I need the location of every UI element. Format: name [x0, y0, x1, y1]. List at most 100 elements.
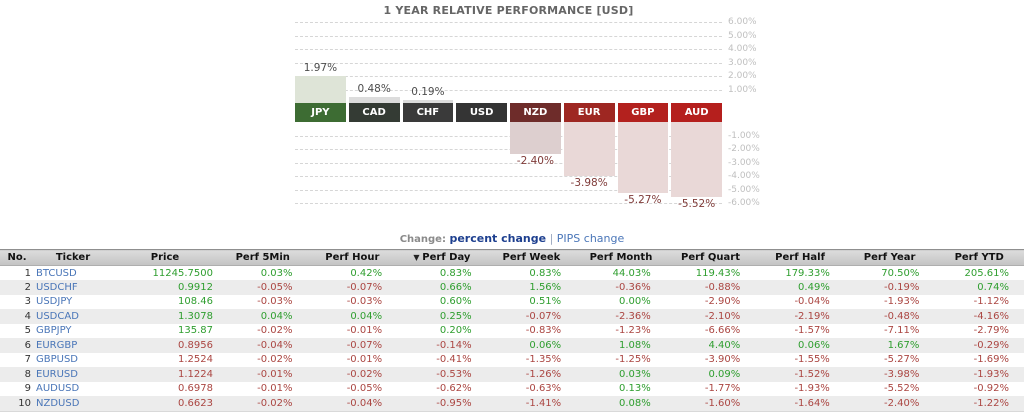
table-row-GBPUSD[interactable]: 7 GBPUSD 1.2524 -0.02% -0.01% -0.41% -1.35% -1.… [0, 352, 1024, 367]
perf-cell: 0.03% [618, 368, 651, 380]
table-row-GBPJPY[interactable]: 5 GBPJPY 135.87 -0.02% -0.01% 0.20% -0.83% -1.2… [0, 323, 1024, 338]
ticker-cell: EURGBP [34, 338, 112, 353]
price-cell: 108.46 [178, 296, 213, 308]
ticker-link[interactable]: USDCAD [36, 310, 79, 322]
perf-cell: 0.60% [439, 296, 472, 308]
perf-bar-CHF [402, 100, 454, 103]
row-number: 3 [24, 296, 31, 308]
table-row-NZDUSD[interactable]: 10 NZDUSD 0.6623 -0.02% -0.04% -0.95% -1.41% 0.… [0, 396, 1024, 411]
currency-band-GBP: GBP [617, 103, 669, 122]
change-option-percent[interactable]: percent change [449, 232, 547, 245]
row-number: 4 [24, 310, 31, 322]
y-axis-tick: -1.00% [728, 130, 760, 141]
gridline [295, 22, 722, 23]
ticker-link[interactable]: EURGBP [36, 339, 78, 351]
perf-cell: 0.04% [350, 310, 383, 322]
column-header-ticker[interactable]: Ticker [34, 249, 112, 266]
perf-cell: 0.20% [439, 325, 472, 337]
column-header-perf-month[interactable]: Perf Month [576, 249, 666, 266]
column-header-perf-year[interactable]: Perf Year [844, 249, 935, 266]
table-body: 1 BTCUSD 11245.7500 0.03% 0.42% 0.83% 0.83% 44.… [0, 265, 1024, 411]
ticker-link[interactable]: GBPUSD [36, 354, 79, 366]
ticker-link[interactable]: USDCHF [36, 281, 78, 293]
price-cell: 0.6623 [178, 397, 213, 409]
ticker-cell: USDCHF [34, 280, 112, 295]
bar-value-label: 0.19% [411, 86, 445, 99]
column-header-perf-day[interactable]: ▼ Perf Day [397, 249, 487, 266]
perf-cell: -1.93% [794, 383, 830, 395]
perf-cell: -0.62% [436, 383, 472, 395]
y-axis-tick: 5.00% [728, 30, 757, 41]
column-header-perf-ytd[interactable]: Perf YTD [934, 249, 1024, 266]
perf-cell: -1.25% [615, 354, 651, 366]
perf-cell: -0.04% [794, 296, 830, 308]
price-cell: 1.2524 [178, 354, 213, 366]
gridline [295, 176, 722, 177]
perf-cell: -0.01% [346, 325, 383, 337]
sort-desc-icon: ▼ [413, 253, 423, 262]
ticker-link[interactable]: GBPJPY [36, 325, 72, 337]
relative-performance-chart: 1 YEAR RELATIVE PERFORMANCE [USD] 6.00% 5… [295, 4, 760, 214]
perf-cell: -2.40% [883, 397, 920, 409]
gridline [295, 203, 722, 204]
perf-cell: 0.08% [618, 397, 651, 409]
y-axis-tick: 2.00% [728, 71, 757, 81]
ticker-link[interactable]: EURUSD [36, 368, 78, 380]
price-cell: 0.9912 [178, 281, 213, 293]
column-header-perf-5min[interactable]: Perf 5Min [218, 249, 308, 266]
price-cell: 0.6978 [178, 383, 213, 395]
ticker-link[interactable]: BTCUSD [36, 267, 77, 279]
gridline [295, 76, 722, 77]
perf-cell: -0.05% [257, 281, 293, 293]
chart-plot: 6.00% 5.00% 4.00% 3.00% 2.00% 1.00% -1.00% -2.0… [295, 17, 760, 214]
price-cell: 1.1224 [178, 368, 213, 380]
table-row-EURUSD[interactable]: 8 EURUSD 1.1224 -0.01% -0.02% -0.53% -1.26% 0.0… [0, 367, 1024, 382]
column-header-price[interactable]: Price [112, 249, 218, 266]
row-number: 7 [24, 354, 31, 366]
chart-column-GBP: -5.27% GBP [617, 18, 669, 214]
gridline [295, 49, 722, 50]
perf-cell: -0.07% [525, 310, 562, 322]
perf-cell: -3.90% [704, 354, 741, 366]
perf-cell: 1.08% [618, 339, 651, 351]
perf-cell: -0.95% [436, 397, 472, 409]
perf-cell: 205.61% [964, 267, 1010, 279]
currency-band-CHF: CHF [402, 103, 454, 122]
table-row-AUDUSD[interactable]: 9 AUDUSD 0.6978 -0.01% -0.05% -0.62% -0.63% 0.1… [0, 381, 1024, 396]
column-header-perf-quart[interactable]: Perf Quart [665, 249, 756, 266]
row-number: 2 [24, 281, 31, 293]
perf-cell: 0.83% [529, 267, 562, 279]
perf-cell: 0.13% [618, 383, 651, 395]
bar-value-label: 0.48% [357, 82, 391, 95]
column-header-perf-week[interactable]: Perf Week [486, 249, 577, 266]
table-row-USDJPY[interactable]: 3 USDJPY 108.46 -0.03% -0.03% 0.60% 0.51% 0.00%… [0, 294, 1024, 309]
perf-cell: -0.02% [257, 354, 293, 366]
table-row-USDCAD[interactable]: 4 USDCAD 1.3078 0.04% 0.04% 0.25% -0.07% -2.36%… [0, 309, 1024, 324]
row-number: 8 [24, 368, 31, 380]
column-header-perf-half[interactable]: Perf Half [755, 249, 845, 266]
perf-cell: 0.42% [350, 267, 383, 279]
ticker-link[interactable]: USDJPY [36, 296, 73, 308]
column-header-no-[interactable]: No. [0, 249, 34, 266]
change-option-pips[interactable]: PIPS change [556, 232, 625, 245]
gridline [295, 89, 722, 91]
table-row-EURGBP[interactable]: 6 EURGBP 0.8956 -0.04% -0.07% -0.14% 0.06% 1.08… [0, 338, 1024, 353]
perf-cell: -0.07% [346, 339, 383, 351]
perf-cell: 0.00% [618, 296, 651, 308]
table-row-BTCUSD[interactable]: 1 BTCUSD 11245.7500 0.03% 0.42% 0.83% 0.83% 44.… [0, 265, 1024, 281]
ticker-link[interactable]: AUDUSD [36, 383, 80, 395]
perf-cell: 0.51% [529, 296, 562, 308]
currency-band-AUD: AUD [671, 103, 722, 122]
perf-cell: -0.03% [257, 296, 293, 308]
column-header-perf-hour[interactable]: Perf Hour [307, 249, 398, 266]
price-cell: 11245.7500 [152, 267, 213, 279]
ticker-cell: EURUSD [34, 367, 112, 382]
ticker-link[interactable]: NZDUSD [36, 397, 80, 409]
y-axis-tick: -6.00% [728, 198, 760, 208]
perf-cell: 1.56% [529, 281, 562, 293]
perf-cell: -1.55% [794, 354, 830, 366]
perf-cell: 44.03% [612, 267, 651, 279]
table-row-USDCHF[interactable]: 2 USDCHF 0.9912 -0.05% -0.07% 0.66% 1.56% -0.36… [0, 280, 1024, 295]
ticker-cell: BTCUSD [34, 266, 112, 281]
perf-cell: -1.12% [973, 296, 1009, 308]
